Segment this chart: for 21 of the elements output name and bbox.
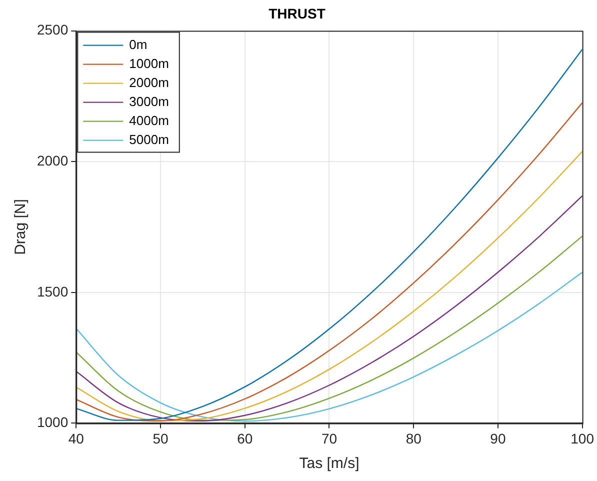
x-tick-label: 80 [406, 430, 422, 446]
x-tick-label: 60 [237, 430, 253, 446]
x-tick-label: 100 [570, 430, 594, 446]
x-axis-title: Tas [m/s] [299, 455, 360, 472]
line-series [76, 236, 582, 421]
legend-label: 3000m [129, 94, 169, 109]
legend-label: 0m [129, 36, 148, 52]
legend-label: 2000m [129, 74, 169, 90]
y-axis-title: Drag [N] [12, 199, 30, 255]
x-tick-label: 70 [321, 430, 338, 446]
x-tick-label: 50 [152, 430, 169, 446]
legend-label: 5000m [129, 132, 169, 147]
y-tick-label: 1500 [36, 283, 68, 300]
y-tick-label: 2000 [36, 152, 68, 168]
y-tick-label: 2500 [36, 22, 68, 38]
chart-title: THRUST [268, 5, 326, 22]
legend-label: 1000m [129, 56, 169, 71]
legend-label: 4000m [129, 112, 169, 128]
y-tick-label: 1000 [36, 414, 68, 430]
x-tick-label: 40 [68, 430, 84, 446]
x-tick-label: 90 [490, 430, 506, 446]
